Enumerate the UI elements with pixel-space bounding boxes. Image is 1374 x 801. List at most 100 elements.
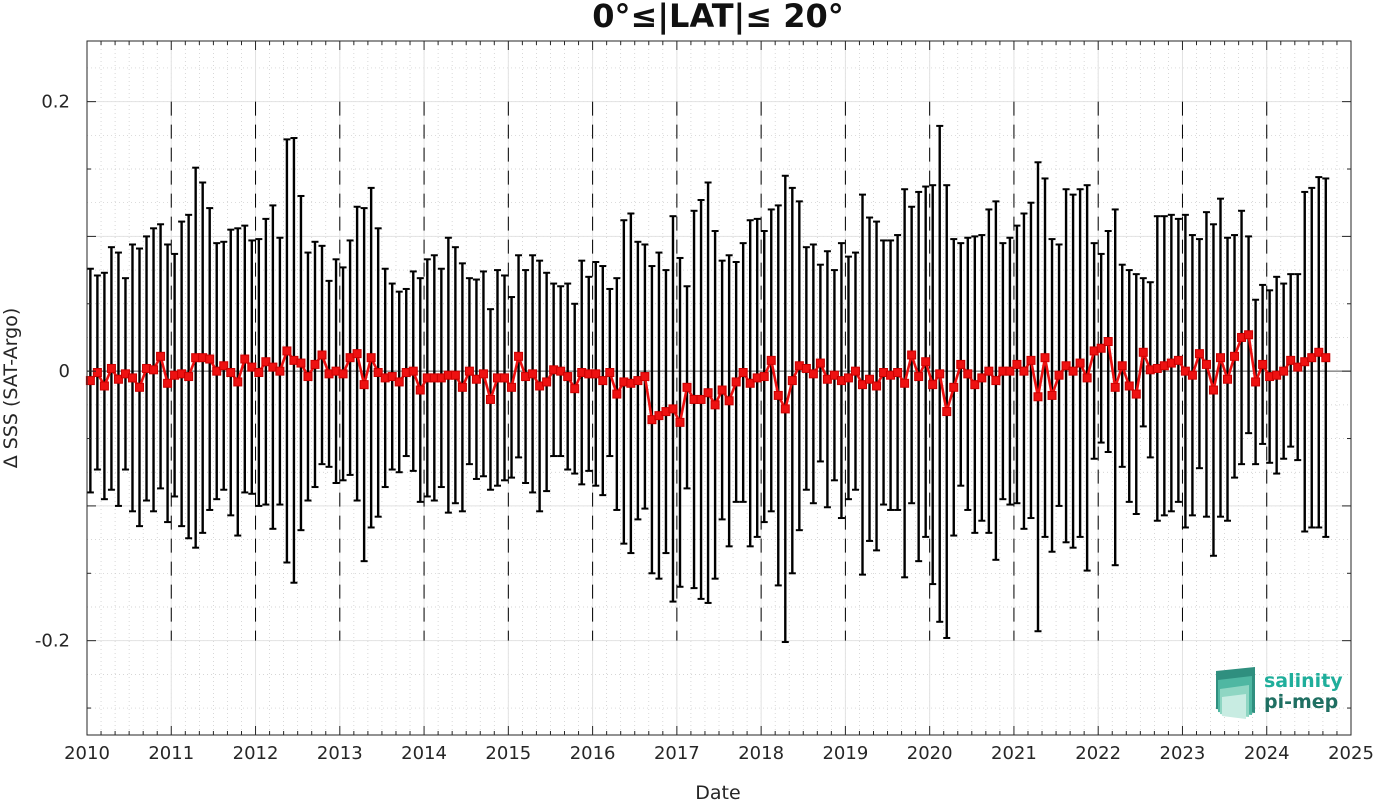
data-point: [247, 362, 257, 372]
series-markers: [85, 330, 1331, 427]
data-point: [1068, 366, 1078, 376]
data-point: [963, 369, 973, 379]
data-point: [1005, 366, 1015, 376]
data-point: [373, 368, 383, 378]
data-point: [303, 372, 313, 382]
data-point: [815, 358, 825, 368]
data-point: [1286, 355, 1296, 365]
data-point: [106, 363, 116, 373]
data-point: [570, 384, 580, 394]
x-tick-label: 2022: [1075, 743, 1121, 764]
data-point: [984, 366, 994, 376]
data-point: [1138, 347, 1148, 357]
data-point: [935, 369, 945, 379]
data-point: [1208, 385, 1218, 395]
data-point: [226, 368, 236, 378]
data-point: [829, 370, 839, 380]
data-point: [1054, 370, 1064, 380]
data-point: [1230, 351, 1240, 361]
data-point: [1026, 355, 1036, 365]
data-point: [928, 380, 938, 390]
data-point: [135, 382, 145, 392]
y-tick-labels: -0.2 0 0.2: [35, 92, 70, 652]
data-point: [296, 358, 306, 368]
y-tick-label: 0: [59, 361, 70, 382]
data-point: [1075, 358, 1085, 368]
data-point: [731, 377, 741, 387]
data-point: [710, 400, 720, 410]
x-tick-label: 2019: [822, 743, 868, 764]
x-tick-label: 2017: [654, 743, 700, 764]
data-point: [163, 378, 173, 388]
x-tick-label: 2020: [907, 743, 953, 764]
x-tick-label: 2025: [1328, 743, 1374, 764]
data-point: [184, 372, 194, 382]
y-tick-label: 0.2: [41, 92, 70, 113]
data-point: [514, 351, 524, 361]
data-point: [668, 404, 678, 414]
data-point: [113, 374, 123, 384]
data-point: [780, 404, 790, 414]
x-tick-label: 2014: [401, 743, 447, 764]
data-point: [359, 380, 369, 390]
x-tick-label: 2010: [64, 743, 110, 764]
data-point: [1047, 390, 1057, 400]
data-point: [85, 376, 95, 386]
salinity-pimep-logo: salinity pi-mep: [1216, 667, 1343, 719]
x-tick-label: 2013: [317, 743, 363, 764]
data-point: [1012, 359, 1022, 369]
data-point: [696, 394, 706, 404]
data-point: [907, 350, 917, 360]
data-point: [703, 388, 713, 398]
data-point: [858, 380, 868, 390]
data-point: [1040, 353, 1050, 363]
data-point: [745, 378, 755, 388]
data-point: [240, 354, 250, 364]
data-point: [801, 363, 811, 373]
data-point: [949, 382, 959, 392]
x-tick-label: 2018: [738, 743, 784, 764]
x-tick-label: 2024: [1244, 743, 1290, 764]
data-point: [808, 369, 818, 379]
data-point: [528, 369, 538, 379]
data-point: [1033, 392, 1043, 402]
x-tick-label: 2023: [1160, 743, 1206, 764]
data-point: [1110, 382, 1120, 392]
data-point: [612, 389, 622, 399]
data-point: [261, 357, 271, 367]
data-point: [317, 350, 327, 360]
y-axis-label: Δ SSS (SAT-Argo): [0, 308, 22, 468]
x-tick-label: 2012: [233, 743, 279, 764]
logo-line1: salinity: [1264, 670, 1343, 692]
data-point: [1103, 337, 1113, 347]
data-point: [1201, 359, 1211, 369]
data-point: [149, 365, 159, 375]
data-point: [977, 373, 987, 383]
data-point: [717, 385, 727, 395]
data-point: [156, 351, 166, 361]
data-point: [1314, 347, 1324, 357]
data-point: [1258, 359, 1268, 369]
data-point: [1061, 361, 1071, 371]
data-point: [542, 377, 552, 387]
axis-ticks: [86, 41, 1352, 735]
data-point: [773, 390, 783, 400]
data-point: [394, 377, 404, 387]
data-point: [865, 374, 875, 384]
data-point: [387, 372, 397, 382]
data-point: [787, 376, 797, 386]
data-point: [471, 374, 481, 384]
data-point: [1173, 355, 1183, 365]
data-point: [1279, 366, 1289, 376]
data-point: [759, 372, 769, 382]
data-point: [900, 378, 910, 388]
data-point: [408, 366, 418, 376]
data-point: [675, 417, 685, 427]
data-point: [843, 373, 853, 383]
data-point: [724, 396, 734, 406]
errorbars: [86, 124, 1330, 644]
data-point: [914, 372, 924, 382]
data-point: [1019, 366, 1029, 376]
data-point: [991, 376, 1001, 386]
data-point: [450, 370, 460, 380]
